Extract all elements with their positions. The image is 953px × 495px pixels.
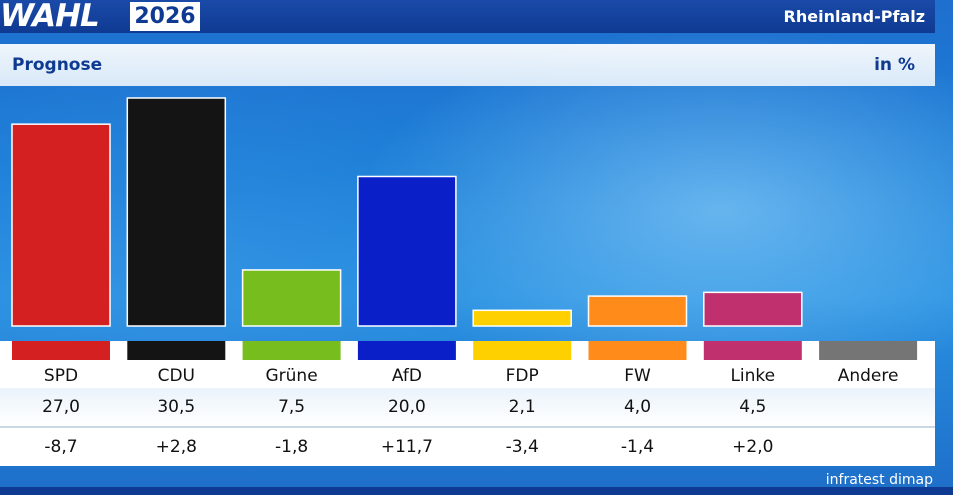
bar-fdp [472,309,572,327]
wahl-logo: WAHL [0,0,100,34]
value-label-fw: 4,0 [623,397,652,417]
bar-fw [587,295,688,327]
party-label-gr-ne: Grüne [265,366,318,386]
value-label-cdu: 30,5 [157,397,196,417]
bar-gr-ne [241,269,342,327]
value-label-gr-ne: 7,5 [278,397,306,417]
bar-afd [357,175,457,327]
color-swatch-cdu [127,341,226,360]
value-label-spd: 27,0 [42,397,80,417]
change-label-fdp: -3,4 [505,437,539,457]
color-swatch-afd [357,341,456,360]
color-swatch-gr-ne [242,341,341,360]
region-title: Rheinland-Pfalz [783,7,925,26]
chart-title: Prognose [12,55,103,75]
bar-linke [703,291,803,327]
bottom-strip [0,487,953,495]
subheader-bar [0,44,935,86]
change-label-spd: -8,7 [44,437,78,457]
party-label-linke: Linke [730,366,776,386]
source-label: infratest dimap [825,472,933,488]
value-label-fdp: 2,1 [508,397,536,417]
change-label-linke: +2,0 [732,437,774,457]
color-swatch-fdp [473,341,572,360]
color-swatch-andere [819,341,918,360]
party-label-spd: SPD [43,366,79,386]
change-label-gr-ne: -1,8 [275,437,309,457]
party-label-fw: FW [624,366,651,386]
value-label-afd: 20,0 [387,397,426,417]
year-badge: 2026 [130,2,200,31]
value-label-linke: 4,5 [739,397,767,417]
change-label-afd: +11,7 [380,437,433,457]
unit-label: in % [874,55,915,75]
change-label-cdu: +2,8 [155,437,197,457]
change-label-fw: -1,4 [620,437,655,457]
party-label-afd: AfD [391,366,422,386]
color-swatch-spd [12,341,110,360]
color-swatch-fw [588,341,687,360]
party-label-fdp: FDP [505,366,539,386]
bar-spd [11,123,111,327]
bar-cdu [126,97,227,327]
party-label-cdu: CDU [157,366,195,386]
row-divider [0,426,935,428]
color-swatch-linke [703,341,802,360]
values-row-band [0,388,935,426]
party-label-andere: Andere [837,366,899,386]
